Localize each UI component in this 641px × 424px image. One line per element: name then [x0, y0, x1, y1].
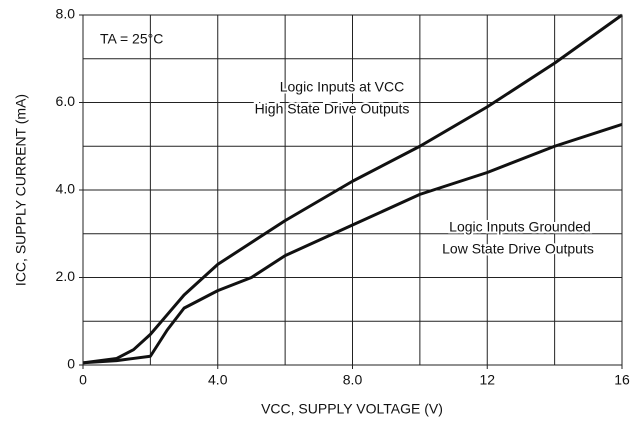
y-tick-label: 4.0: [56, 181, 76, 197]
line-series: [82, 122, 623, 365]
line-series: [82, 13, 623, 365]
annotation: Low State Drive Outputs: [442, 241, 594, 257]
x-axis-label: VCC, SUPPLY VOLTAGE (V): [261, 401, 443, 417]
x-tick-label: 4.0: [208, 372, 228, 388]
y-tick-label: 0: [67, 356, 75, 372]
annotation: Logic Inputs at VCC: [280, 79, 405, 95]
x-tick-label: 0: [79, 372, 87, 388]
annotation: TA = 25°C: [100, 31, 163, 47]
y-tick-label: 6.0: [56, 93, 76, 109]
x-tick-label: 12: [479, 372, 495, 388]
y-tick-label: 8.0: [56, 6, 76, 22]
x-tick-label: 16: [614, 372, 630, 388]
y-tick-label: 2.0: [56, 268, 76, 284]
x-tick-label: 8.0: [343, 372, 363, 388]
plot-frame: [82, 14, 623, 366]
annotation: Logic Inputs Grounded: [449, 219, 591, 235]
y-axis-label: ICC, SUPPLY CURRENT (mA): [13, 94, 29, 286]
annotation: High State Drive Outputs: [255, 101, 410, 117]
